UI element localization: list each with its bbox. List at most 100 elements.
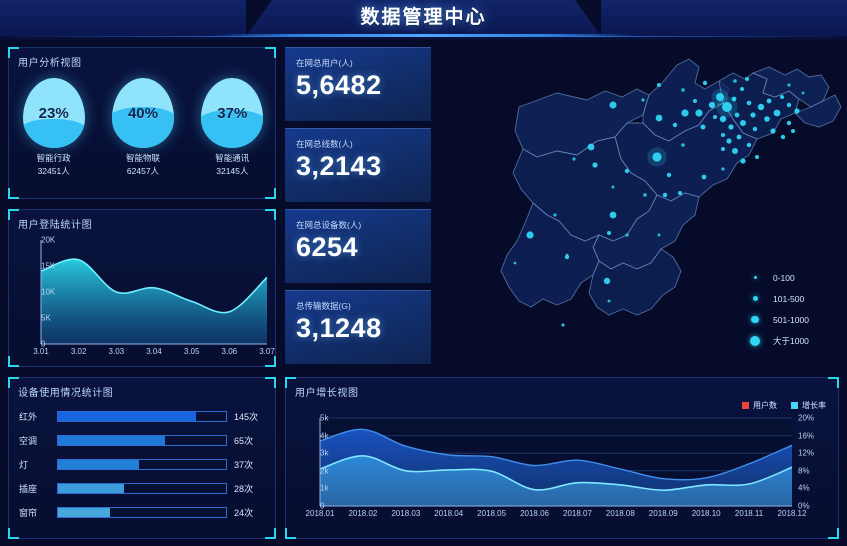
map-data-point[interactable] bbox=[678, 191, 682, 195]
map-data-point[interactable] bbox=[561, 323, 565, 327]
egg-fill bbox=[111, 107, 174, 148]
map-data-point[interactable] bbox=[695, 109, 703, 117]
map-data-point[interactable] bbox=[625, 233, 629, 237]
table-row[interactable]: 空调 65次 bbox=[19, 430, 269, 450]
map-data-point[interactable] bbox=[713, 115, 717, 119]
map-data-point[interactable] bbox=[526, 231, 534, 239]
map-data-point[interactable] bbox=[587, 143, 595, 151]
map-data-point[interactable] bbox=[732, 148, 738, 154]
map-data-point[interactable] bbox=[701, 174, 707, 180]
map-data-point[interactable] bbox=[693, 99, 697, 103]
login-chart-svg bbox=[40, 240, 268, 345]
map-data-point[interactable] bbox=[607, 231, 611, 235]
egg-shape: 40% bbox=[111, 78, 174, 148]
map-data-point[interactable] bbox=[740, 158, 746, 164]
map-data-point[interactable] bbox=[773, 109, 781, 117]
map-data-point[interactable] bbox=[513, 261, 517, 265]
map-data-point[interactable] bbox=[657, 233, 661, 237]
legend-label: 增长率 bbox=[802, 401, 826, 410]
map-data-point[interactable] bbox=[564, 254, 570, 260]
map-data-point[interactable] bbox=[794, 108, 800, 114]
x-axis-tick: 3.05 bbox=[183, 347, 200, 356]
map-data-point[interactable] bbox=[681, 109, 689, 117]
corner-icon bbox=[8, 209, 19, 220]
map-data-point[interactable] bbox=[681, 88, 685, 92]
kpi-card-online-lines[interactable]: 在网总线数(人) 3,2143 bbox=[285, 128, 431, 202]
map-data-point[interactable] bbox=[681, 143, 685, 147]
map-data-point[interactable] bbox=[721, 133, 725, 137]
kpi-card-total-data[interactable]: 总传输数据(G) 3,1248 bbox=[285, 290, 431, 364]
map-data-point[interactable] bbox=[611, 185, 615, 189]
map-region[interactable] bbox=[588, 248, 682, 316]
map-data-point[interactable] bbox=[764, 116, 770, 122]
map-data-point[interactable] bbox=[708, 101, 716, 109]
legend-item[interactable]: 用户数 bbox=[742, 400, 777, 411]
map-data-point[interactable] bbox=[700, 124, 706, 130]
map-region[interactable] bbox=[500, 202, 600, 308]
table-row[interactable]: 红外 145次 bbox=[19, 406, 269, 426]
map-data-point[interactable] bbox=[592, 162, 598, 168]
map-data-point[interactable] bbox=[780, 134, 786, 140]
map-legend-item: 101-500 bbox=[745, 288, 809, 309]
map-data-point[interactable] bbox=[734, 112, 740, 118]
map-data-point[interactable] bbox=[716, 93, 724, 101]
map-data-point[interactable] bbox=[722, 102, 732, 112]
map-data-point[interactable] bbox=[666, 172, 672, 178]
map-data-point[interactable] bbox=[786, 120, 792, 126]
map-data-point[interactable] bbox=[733, 79, 737, 83]
map-data-point[interactable] bbox=[652, 152, 662, 162]
map-data-point[interactable] bbox=[766, 98, 772, 104]
table-row[interactable]: 窗帘 24次 bbox=[19, 502, 269, 522]
region-map[interactable]: 0-100 101-500 501-1000 大于1000 bbox=[437, 45, 847, 375]
map-data-point[interactable] bbox=[603, 277, 611, 285]
map-data-point[interactable] bbox=[755, 155, 759, 159]
map-data-point[interactable] bbox=[728, 124, 734, 130]
map-data-point[interactable] bbox=[655, 114, 663, 122]
map-data-point[interactable] bbox=[702, 80, 708, 86]
map-data-point[interactable] bbox=[736, 134, 742, 140]
table-row[interactable]: 插座 28次 bbox=[19, 478, 269, 498]
map-data-point[interactable] bbox=[740, 120, 746, 126]
y2-axis-tick: 12% bbox=[798, 448, 815, 458]
growth-chart-svg bbox=[319, 417, 793, 507]
map-data-point[interactable] bbox=[641, 98, 645, 102]
legend-item[interactable]: 增长率 bbox=[791, 400, 826, 411]
map-data-point[interactable] bbox=[624, 168, 630, 174]
map-data-point[interactable] bbox=[607, 299, 611, 303]
kpi-card-online-users[interactable]: 在网总用户(人) 5,6482 bbox=[285, 47, 431, 121]
map-data-point[interactable] bbox=[757, 103, 765, 111]
map-data-point[interactable] bbox=[609, 211, 617, 219]
map-data-point[interactable] bbox=[740, 87, 744, 91]
map-data-point[interactable] bbox=[801, 91, 805, 95]
corner-icon bbox=[8, 47, 19, 58]
map-data-point[interactable] bbox=[672, 122, 678, 128]
map-data-point[interactable] bbox=[721, 147, 725, 151]
map-data-point[interactable] bbox=[746, 100, 752, 106]
map-data-point[interactable] bbox=[609, 101, 617, 109]
page-title: 数据管理中心 bbox=[360, 7, 487, 28]
kpi-card-online-devices[interactable]: 在网总设备数(人) 6254 bbox=[285, 209, 431, 283]
map-legend-label: 0-100 bbox=[773, 272, 795, 283]
map-data-point[interactable] bbox=[553, 213, 557, 217]
map-data-point[interactable] bbox=[721, 167, 725, 171]
map-data-point[interactable] bbox=[731, 96, 737, 102]
map-data-point[interactable] bbox=[786, 102, 792, 108]
map-data-point[interactable] bbox=[780, 95, 784, 99]
map-data-point[interactable] bbox=[643, 193, 647, 197]
map-data-point[interactable] bbox=[657, 83, 661, 87]
corner-icon bbox=[265, 188, 276, 199]
map-data-point[interactable] bbox=[745, 77, 749, 81]
map-data-point[interactable] bbox=[791, 129, 795, 133]
map-data-point[interactable] bbox=[746, 142, 752, 148]
map-data-point[interactable] bbox=[770, 128, 776, 134]
map-data-point[interactable] bbox=[726, 138, 732, 144]
map-data-point[interactable] bbox=[662, 192, 668, 198]
map-data-point[interactable] bbox=[719, 115, 727, 123]
map-data-point[interactable] bbox=[572, 157, 576, 161]
map-data-point[interactable] bbox=[752, 126, 758, 132]
map-data-point[interactable] bbox=[750, 112, 756, 118]
map-data-point[interactable] bbox=[787, 83, 791, 87]
map-region[interactable] bbox=[794, 94, 842, 128]
table-row[interactable]: 灯 37次 bbox=[19, 454, 269, 474]
egg-shape: 23% bbox=[22, 78, 85, 148]
